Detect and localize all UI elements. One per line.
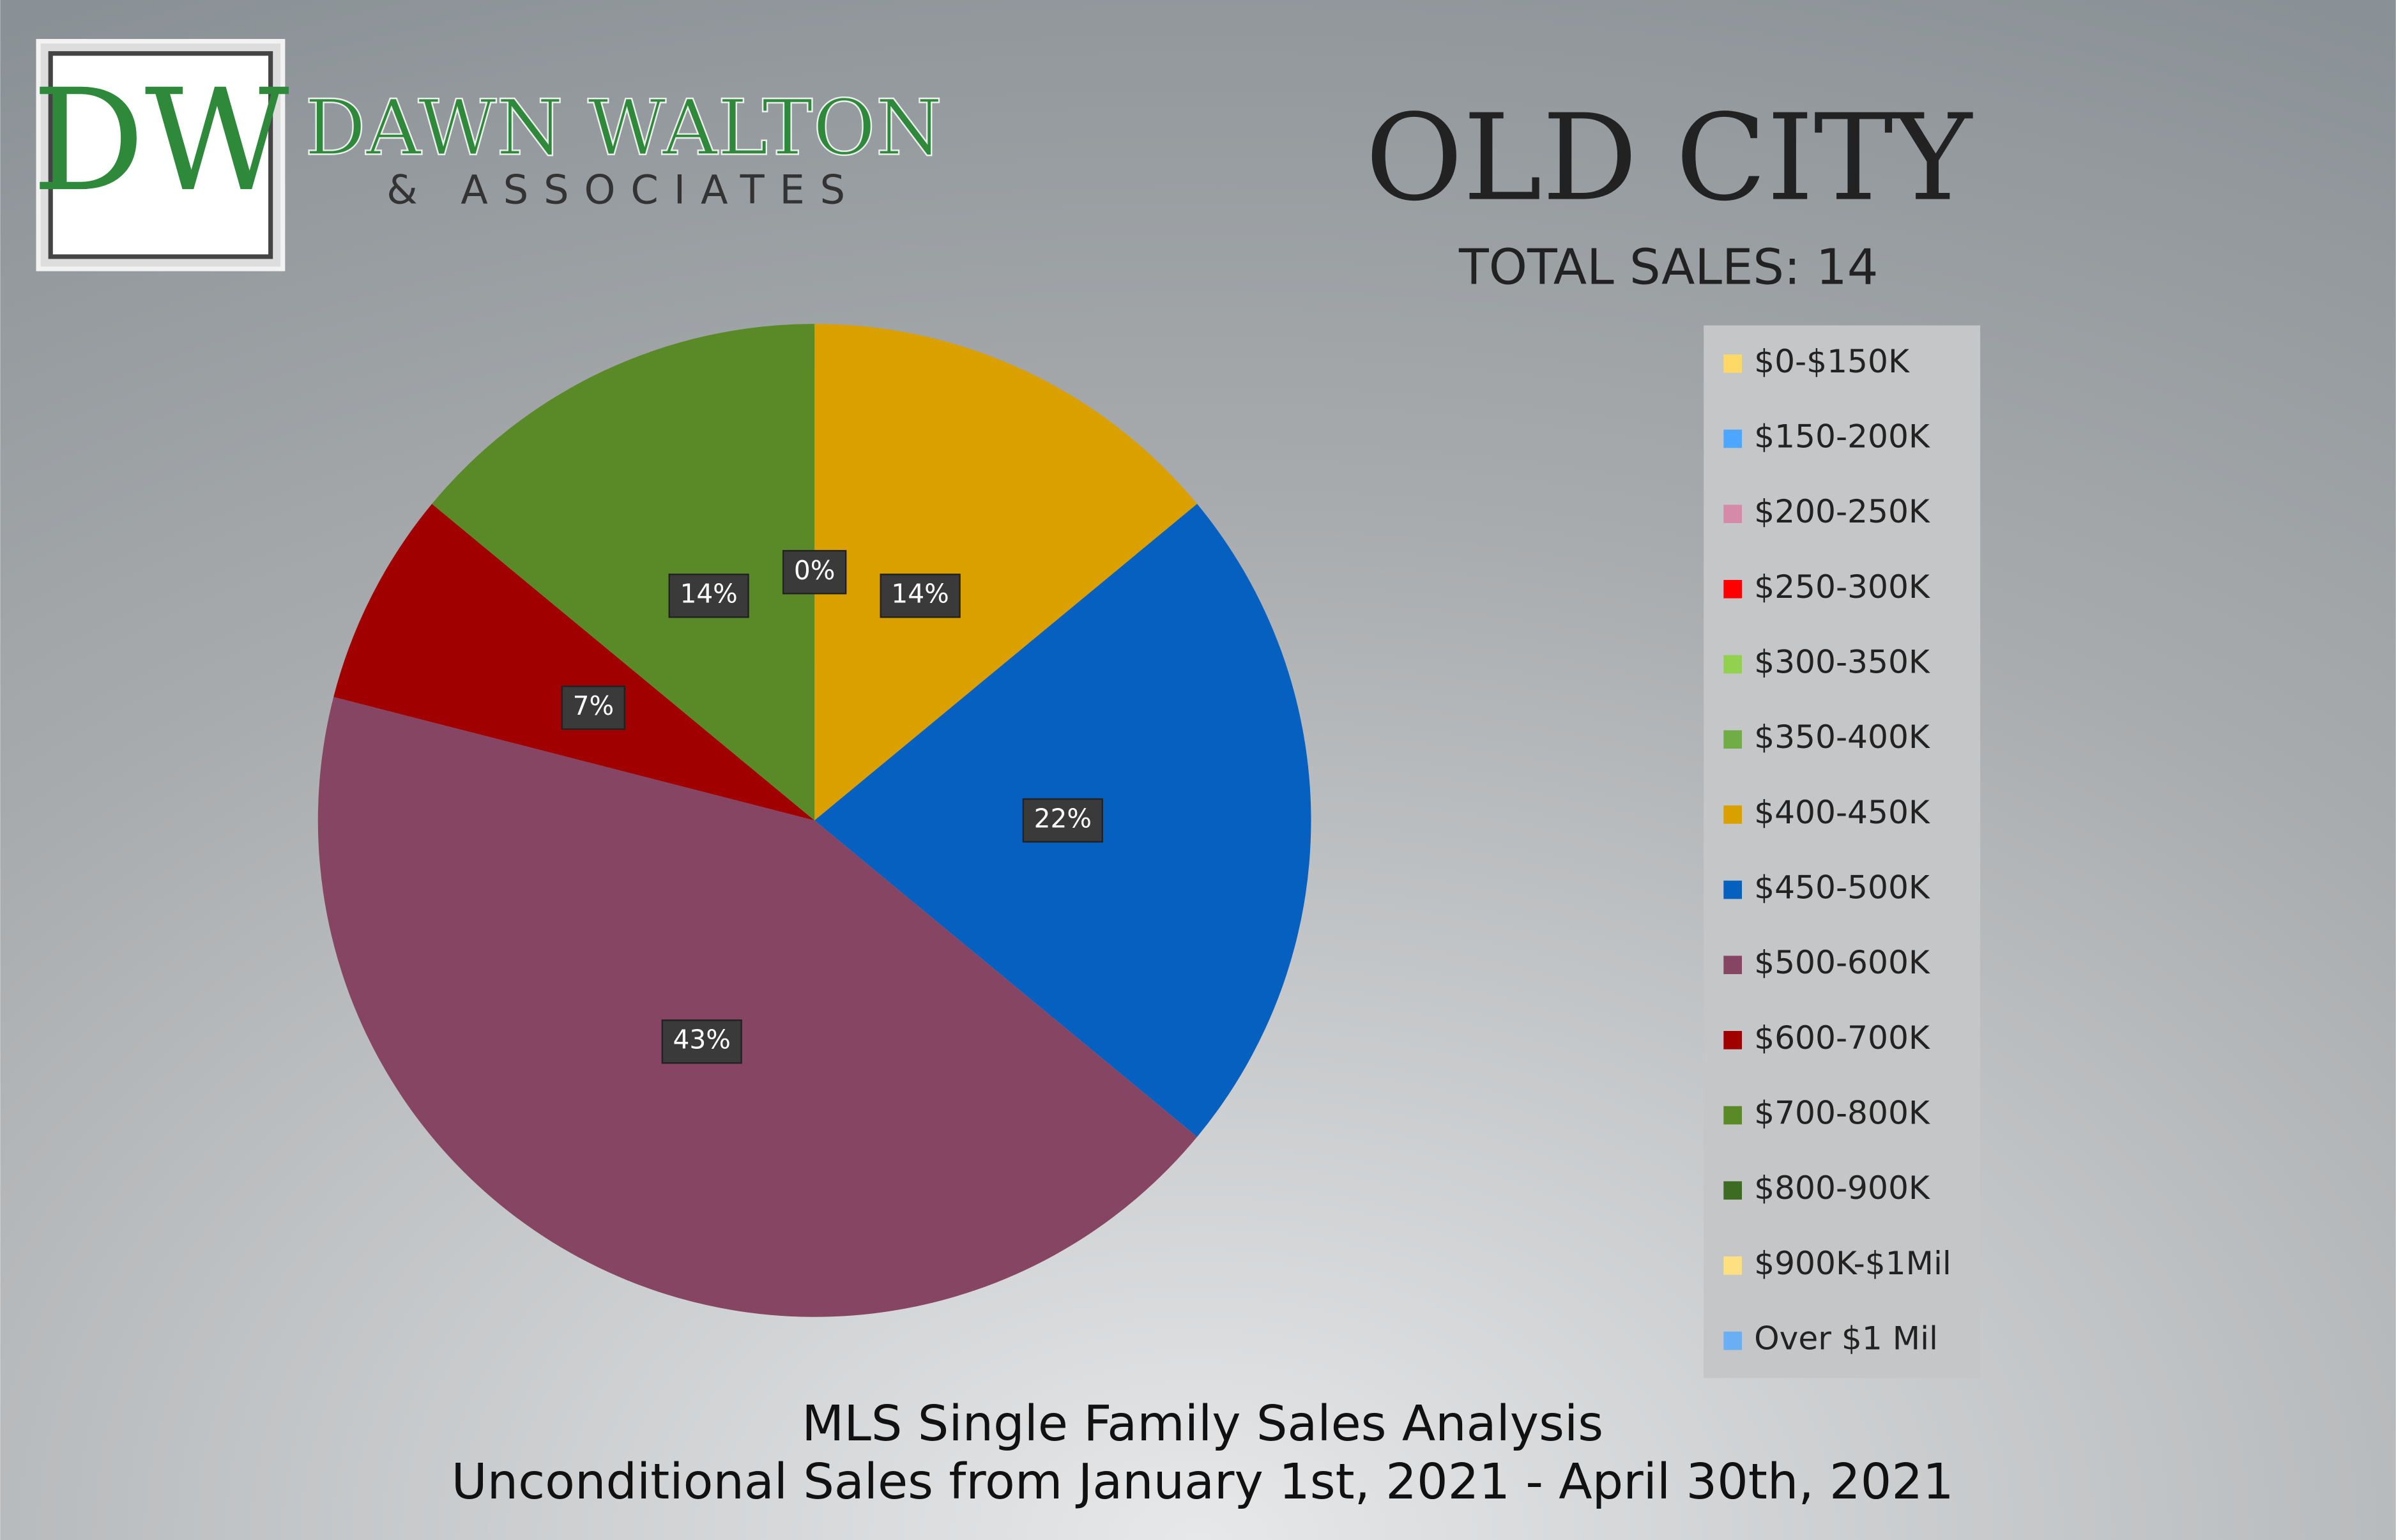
legend-swatch: [1723, 956, 1743, 975]
data-label: 43%: [673, 1025, 730, 1055]
legend-label: $400-450K: [1754, 793, 1930, 831]
legend-label: $150-200K: [1754, 417, 1930, 455]
pie-slice: [432, 324, 815, 821]
data-label: 14%: [680, 579, 737, 609]
chart-subtitle: TOTAL SALES: 14: [1458, 239, 1878, 296]
legend-label: $200-250K: [1754, 492, 1930, 530]
brand-tagline: & ASSOCIATES: [386, 166, 860, 213]
chart-title: OLD CITY: [1365, 89, 1973, 227]
pie-slice: [317, 697, 1198, 1317]
legend-swatch: [1723, 1181, 1743, 1200]
data-label-box: [668, 574, 749, 618]
legend-swatch: [1723, 1256, 1743, 1275]
legend-swatch: [1723, 805, 1743, 824]
legend-label: $800-900K: [1754, 1169, 1930, 1207]
footer-line: Unconditional Sales from January 1st, 20…: [452, 1454, 1954, 1511]
legend-swatch: [1723, 505, 1743, 523]
data-label-box: [661, 1019, 742, 1064]
logo-box: [48, 51, 273, 259]
data-label-box: [561, 685, 626, 730]
data-label: 14%: [891, 579, 949, 609]
data-label-box: [782, 550, 847, 595]
footer-line: MLS Single Family Sales Analysis: [802, 1396, 1603, 1452]
legend-label: Over $1 Mil: [1754, 1320, 1938, 1357]
legend-swatch: [1723, 880, 1743, 899]
legend-label: $900K-$1Mil: [1754, 1244, 1951, 1282]
legend-swatch: [1723, 1106, 1743, 1125]
legend-label: $500-600K: [1754, 943, 1930, 981]
legend-box: [1704, 325, 1981, 1378]
brand-name: DAWN WALTON: [305, 84, 942, 173]
data-label-box: [1022, 798, 1103, 843]
legend-label: $700-800K: [1754, 1094, 1930, 1132]
legend-swatch: [1723, 730, 1743, 749]
legend-label: $300-350K: [1754, 643, 1930, 680]
legend-label: $450-500K: [1754, 869, 1930, 906]
pie-slice: [814, 324, 1198, 821]
legend-swatch: [1723, 354, 1743, 373]
legend-swatch: [1723, 1031, 1743, 1049]
data-label: 7%: [573, 690, 614, 721]
legend-swatch: [1723, 579, 1743, 598]
legend-label: $0-$150K: [1754, 342, 1910, 380]
data-label: 22%: [1034, 803, 1092, 834]
legend-label: $350-400K: [1754, 718, 1930, 756]
logo-monogram: DW: [32, 59, 289, 222]
data-label: 0%: [794, 555, 836, 586]
pie-slice: [333, 503, 815, 821]
legend-label: $600-700K: [1754, 1019, 1930, 1056]
legend-swatch: [1723, 429, 1743, 448]
legend-swatch: [1723, 1331, 1743, 1350]
data-label-box: [880, 574, 961, 618]
legend-label: $250-300K: [1754, 568, 1930, 606]
legend-swatch: [1723, 655, 1743, 674]
